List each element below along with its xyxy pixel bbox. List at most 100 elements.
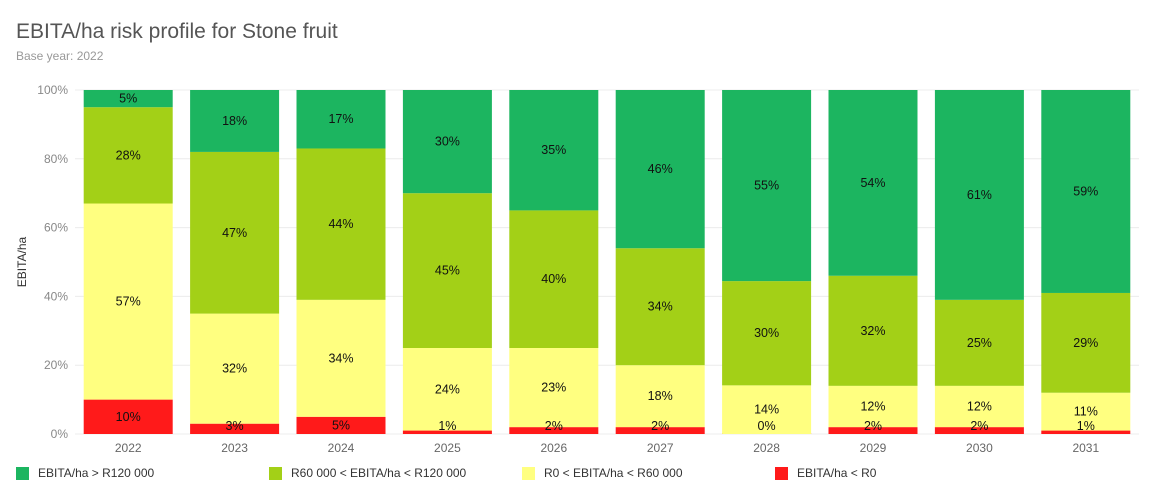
data-label: 30%: [754, 326, 779, 340]
data-label: 2%: [864, 419, 882, 433]
bar-segment: [402, 430, 492, 434]
y-tick-label: 40%: [44, 289, 68, 303]
legend-item-below-r0[interactable]: EBITA/ha < R0: [775, 466, 876, 480]
data-label: 5%: [119, 92, 137, 106]
legend-label: EBITA/ha > R120 000: [38, 466, 155, 480]
x-tick-label: 2023: [221, 441, 248, 455]
bar-segment: [722, 385, 812, 434]
data-label: 2%: [651, 419, 669, 433]
bar-segment: [722, 90, 812, 282]
legend-item-r0-to-r60000[interactable]: R0 < EBITA/ha < R60 000: [522, 466, 683, 480]
bar-segment: [83, 90, 173, 108]
data-label: 59%: [1073, 184, 1098, 198]
legend-item-r60000-to-r120000[interactable]: R60 000 < EBITA/ha < R120 000: [269, 466, 466, 480]
data-label: 0%: [758, 419, 776, 433]
data-label: 12%: [860, 399, 885, 413]
bar-segment: [296, 90, 386, 149]
y-tick-label: 80%: [44, 152, 68, 166]
bar-segment: [509, 90, 599, 211]
data-label: 5%: [332, 418, 350, 432]
legend-item-above-r120000[interactable]: EBITA/ha > R120 000: [16, 466, 154, 480]
bar-segment: [296, 416, 386, 434]
y-tick-label: 100%: [37, 83, 68, 97]
bar-segment: [615, 248, 705, 366]
x-tick-label: 2029: [860, 441, 887, 455]
legend-swatch: [775, 466, 788, 480]
data-label: 46%: [648, 162, 673, 176]
bar-segment: [828, 385, 918, 428]
data-label: 2%: [545, 419, 563, 433]
bar-segment: [615, 427, 705, 434]
chart-legend: EBITA/ha > R120 000 R60 000 < EBITA/ha <…: [0, 466, 1150, 486]
bar-segment: [296, 148, 386, 300]
legend-label: R0 < EBITA/ha < R60 000: [544, 466, 683, 480]
data-label: 18%: [222, 114, 247, 128]
y-axis-label: EBITA/ha: [15, 236, 29, 287]
bar-segment: [190, 313, 280, 424]
bar-segment: [828, 427, 918, 434]
x-tick-label: 2025: [434, 441, 461, 455]
bar-segment: [509, 348, 599, 428]
bar-segment: [509, 210, 599, 348]
legend-label: EBITA/ha < R0: [797, 466, 877, 480]
x-tick-label: 2028: [753, 441, 780, 455]
data-label: 40%: [541, 272, 566, 286]
data-label: 55%: [754, 179, 779, 193]
bar-segment: [83, 203, 173, 400]
x-tick-label: 2026: [540, 441, 567, 455]
data-label: 18%: [648, 389, 673, 403]
data-label: 3%: [226, 419, 244, 433]
bar-segment: [615, 90, 705, 249]
data-label: 23%: [541, 381, 566, 395]
chart-subtitle: Base year: 2022: [16, 49, 104, 63]
bar-segment: [402, 193, 492, 348]
data-label: 44%: [328, 217, 353, 231]
data-label: 24%: [435, 382, 460, 396]
y-tick-label: 20%: [44, 358, 68, 372]
bar-segment: [190, 90, 280, 152]
bar-segment: [83, 399, 173, 434]
bar-segment: [934, 427, 1024, 434]
x-tick-label: 2031: [1072, 441, 1099, 455]
bar-segment: [402, 348, 492, 431]
data-label: 45%: [435, 264, 460, 278]
data-label: 29%: [1073, 336, 1098, 350]
data-label: 28%: [116, 148, 141, 162]
data-label: 1%: [1077, 419, 1095, 433]
data-label: 14%: [754, 403, 779, 417]
bar-segment: [190, 151, 280, 314]
bar-segment: [83, 107, 173, 204]
bar-segment: [828, 90, 918, 276]
legend-swatch: [522, 466, 535, 480]
data-label: 2%: [970, 419, 988, 433]
bar-segment: [722, 281, 812, 386]
data-label: 1%: [438, 419, 456, 433]
data-label: 11%: [1074, 405, 1098, 419]
bar-segment: [1041, 430, 1131, 434]
chart-title: EBITA/ha risk profile for Stone fruit: [16, 20, 338, 43]
x-tick-label: 2022: [115, 441, 142, 455]
x-tick-label: 2030: [966, 441, 993, 455]
data-label: 61%: [967, 188, 992, 202]
data-label: 25%: [967, 336, 992, 350]
data-label: 10%: [116, 410, 141, 424]
legend-swatch: [16, 466, 29, 480]
data-label: 32%: [860, 324, 885, 338]
data-label: 17%: [328, 112, 353, 126]
x-tick-label: 2024: [328, 441, 355, 455]
data-label: 57%: [116, 295, 141, 309]
data-label: 35%: [541, 143, 566, 157]
data-label: 12%: [967, 399, 992, 413]
data-label: 47%: [222, 226, 247, 240]
bar-segment: [934, 299, 1024, 386]
bar-segment: [934, 90, 1024, 300]
bar-segment: [190, 423, 280, 434]
bar-segment: [509, 427, 599, 434]
bar-segment: [402, 90, 492, 194]
bar-segment: [296, 299, 386, 417]
bar-segment: [1041, 292, 1131, 393]
bar-segment: [615, 365, 705, 428]
y-tick-label: 0%: [51, 427, 69, 441]
data-label: 34%: [328, 351, 353, 365]
